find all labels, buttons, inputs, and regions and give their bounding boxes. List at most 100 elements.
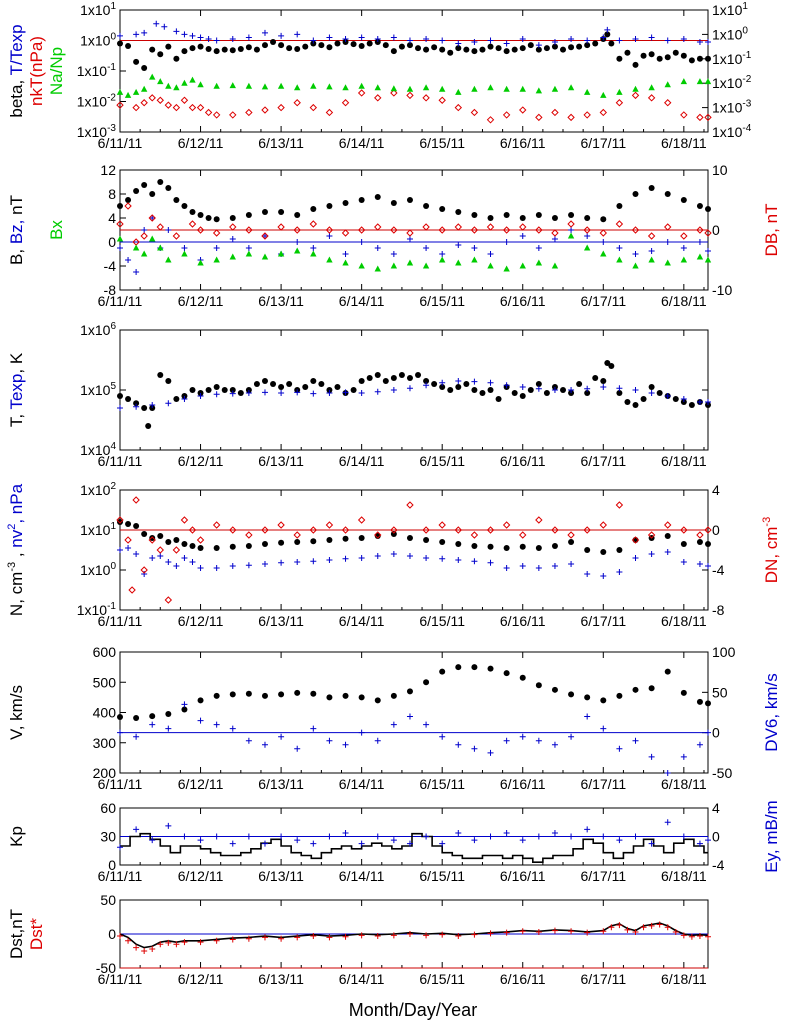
- data-point: [664, 770, 671, 776]
- data-point: [124, 202, 132, 210]
- data-point: [568, 212, 575, 218]
- data-point: [551, 229, 559, 237]
- data-point: [189, 45, 196, 52]
- data-point: [310, 40, 317, 47]
- data-point: [664, 37, 671, 44]
- data-point: [153, 20, 160, 27]
- data-point: [470, 531, 479, 539]
- panel-p6: 6/11/11 6/12/11 6/13/11 6/14/11 6/15/11 6/16/…: [7, 800, 781, 884]
- data-point: [471, 931, 478, 938]
- data-point: [212, 521, 221, 529]
- data-point: [503, 829, 510, 836]
- data-point: [423, 378, 430, 384]
- data-point: [519, 733, 526, 740]
- data-point: [141, 531, 148, 537]
- data-point: [535, 737, 542, 744]
- data-point: [173, 941, 180, 948]
- data-point: [253, 46, 260, 53]
- data-point: [261, 29, 268, 36]
- data-point: [640, 396, 647, 402]
- x-axis-label: Month/Day/Year: [349, 1000, 477, 1020]
- data-point: [181, 541, 188, 547]
- data-point: [551, 387, 558, 393]
- data-point: [164, 596, 173, 604]
- data-point: [502, 111, 511, 119]
- data-point: [439, 384, 446, 390]
- data-point: [156, 223, 164, 231]
- data-point: [632, 85, 639, 92]
- x-tick-label: 6/14/11: [339, 868, 385, 884]
- data-point: [390, 526, 398, 534]
- data-point: [245, 108, 253, 117]
- y-tick-label-left: 50: [100, 892, 116, 908]
- y-tick-label-right: 1x101: [712, 1, 748, 18]
- data-point: [309, 103, 318, 112]
- series-red-diamond: [116, 89, 712, 124]
- data-point: [487, 749, 494, 756]
- data-point: [229, 35, 236, 42]
- y-tick-label-right: 0: [712, 522, 720, 538]
- data-point: [181, 939, 188, 946]
- data-point: [696, 698, 703, 705]
- y-tick-label-left: 0: [108, 926, 116, 942]
- data-point: [358, 42, 365, 49]
- data-point: [600, 250, 607, 257]
- data-point: [519, 393, 526, 399]
- data-point: [560, 46, 567, 53]
- data-point: [439, 206, 446, 212]
- y-tick-label-left: 60: [100, 800, 116, 816]
- data-point: [696, 78, 704, 85]
- data-point: [503, 212, 510, 218]
- data-point: [133, 826, 140, 833]
- x-tick-label: 6/17/11: [580, 868, 626, 884]
- data-point: [342, 39, 349, 46]
- data-point: [145, 423, 152, 429]
- data-point: [229, 840, 236, 847]
- data-point: [551, 262, 559, 269]
- data-point: [374, 35, 381, 42]
- data-point: [374, 265, 381, 272]
- data-point: [358, 34, 365, 41]
- data-point: [294, 837, 301, 844]
- data-point: [245, 390, 252, 396]
- data-point: [487, 379, 494, 386]
- data-point: [632, 833, 639, 840]
- y-tick-label-right: -4: [712, 562, 725, 578]
- data-point: [173, 537, 180, 543]
- data-point: [318, 381, 325, 387]
- data-point: [157, 244, 164, 251]
- data-point: [535, 385, 542, 392]
- x-tick-label: 6/13/11: [258, 776, 304, 792]
- panel-p3: 6/11/11 6/12/11 6/13/11 6/14/11 6/15/11 6/16/…: [7, 321, 711, 469]
- data-point: [680, 245, 687, 251]
- series-black-dot: [117, 360, 711, 429]
- panel-p1: 6/11/11 6/12/11 6/13/11 6/14/11 6/15/11 6/16/…: [7, 1, 752, 151]
- data-point: [132, 496, 140, 504]
- data-point: [438, 85, 446, 92]
- y-tick-label-right: 1x10-2: [712, 74, 752, 91]
- x-tick-label: 6/14/11: [339, 613, 385, 629]
- x-tick-label: 6/18/11: [661, 776, 707, 792]
- data-point: [213, 48, 220, 55]
- data-point: [422, 94, 430, 102]
- data-point: [584, 42, 591, 49]
- data-point: [117, 203, 123, 209]
- data-point: [423, 537, 430, 543]
- data-point: [342, 259, 349, 266]
- y-axis-label-tertiary: Bx: [47, 220, 66, 240]
- data-point: [680, 197, 687, 203]
- data-point: [600, 239, 607, 245]
- data-point: [422, 223, 430, 231]
- data-point: [197, 545, 204, 551]
- data-point: [213, 256, 220, 263]
- data-point: [551, 236, 558, 242]
- series-black-dot: [117, 519, 711, 555]
- data-point: [261, 526, 269, 534]
- data-point: [648, 248, 655, 254]
- data-point: [350, 387, 357, 393]
- data-point: [519, 928, 526, 935]
- data-point: [487, 37, 494, 44]
- x-tick-label: 6/17/11: [580, 453, 626, 469]
- data-point: [390, 200, 397, 206]
- data-point: [286, 381, 293, 387]
